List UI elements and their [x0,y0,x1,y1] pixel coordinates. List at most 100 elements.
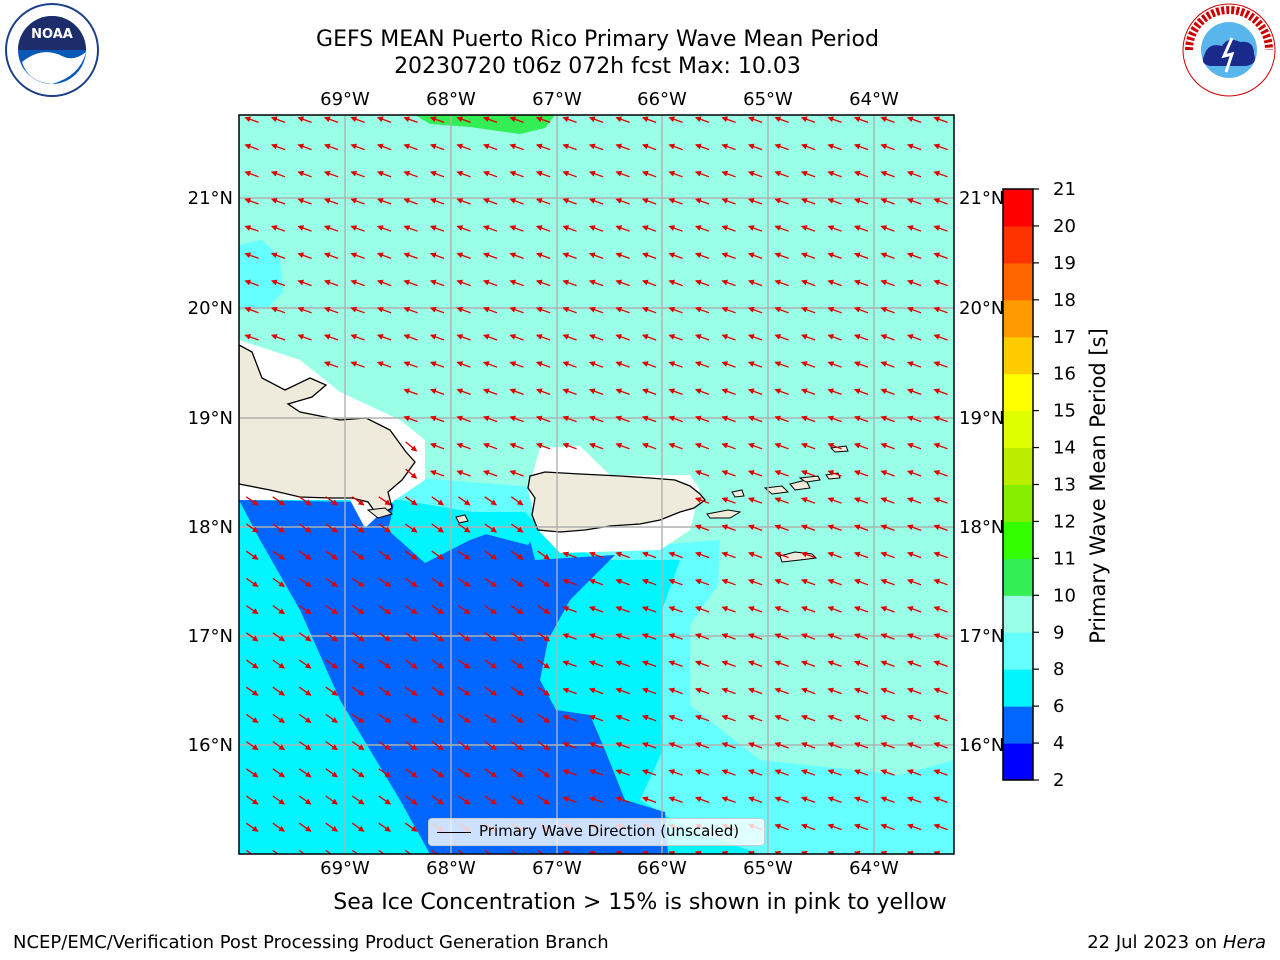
footer-machine: Hera [1222,932,1266,953]
wave-arrow [350,361,365,368]
wave-arrow [853,660,869,668]
wave-arrow [800,551,816,559]
wave-arrow [853,334,869,341]
wave-arrow [323,198,339,205]
wave-arrow [933,497,948,504]
wave-arrow [641,225,657,232]
wave-arrow [880,334,895,341]
wave-arrow [270,198,286,205]
wave-arrow [376,279,392,287]
wave-arrow [694,742,710,749]
wave-arrow [906,524,922,532]
wave-arrow [245,741,259,751]
colorbar-tick-label: 20 [1053,216,1076,237]
wave-arrow [482,170,498,178]
wave-arrow [694,442,710,450]
wave-arrow [403,279,418,287]
wave-arrow [245,550,259,560]
wave-arrow [694,633,710,640]
wave-arrow [484,768,498,778]
wave-arrow [853,551,869,559]
wave-arrow [325,550,339,560]
wave-arrow [429,306,445,314]
wave-arrow [747,334,763,341]
wave-arrow [721,252,736,260]
wave-arrow [721,470,736,477]
wave-arrow [747,442,763,450]
wave-arrow [270,116,286,124]
lat-labels-left: 21°N 20°N 19°N 18°N 17°N 16°N [188,188,233,756]
wave-arrow [906,361,922,368]
wave-arrow [537,768,551,778]
wave-arrow [880,769,895,776]
wave-arrow [933,170,948,178]
wave-arrow [245,577,259,587]
wave-arrow [298,496,312,506]
wave-arrow [853,742,869,749]
wave-arrow [404,605,418,615]
wave-arrow [933,388,948,396]
wave-arrow [351,795,365,805]
wave-arrow [615,361,630,368]
wave-arrow [325,822,339,832]
wave-arrow [694,279,710,287]
map-frame [238,114,955,855]
wave-arrow [906,742,922,749]
wave-arrow [351,659,365,669]
wave-arrow [376,143,392,151]
wave-arrow [325,496,339,506]
wave-arrow [906,470,922,477]
wave-arrow [668,633,683,640]
wave-arrow [510,550,524,560]
wave-arrow [880,143,895,151]
wave-arrow [404,686,418,696]
wave-arrow [429,334,445,341]
wave-arrow [880,578,895,586]
wave-arrow [615,198,630,205]
wave-arrow [933,252,948,260]
wave-arrow [298,632,312,642]
wave-arrow [297,252,312,260]
wave-arrow [431,686,445,696]
wave-arrow [800,633,816,640]
wave-arrow [906,633,922,640]
wave-arrow [880,660,895,668]
wave-arrow [298,795,312,805]
wave-arrow [721,551,736,559]
wave-arrow [933,470,948,477]
lat-label: 16°N [959,735,1004,756]
wave-arrow [721,796,736,804]
lon-label: 64°W [849,89,899,110]
wave-arrow [510,577,524,587]
wave-arrow [298,741,312,751]
wave-arrow [853,470,869,477]
wave-arrow [588,442,604,450]
wave-arrow [378,741,392,751]
legend-line-swatch [437,832,471,833]
wave-arrow [323,143,339,151]
wave-arrow [747,225,763,232]
wave-arrow [244,116,259,124]
footer-date: 22 Jul 2023 on Hera [1087,932,1266,953]
wave-arrow [906,796,922,804]
wave-arrow [270,252,286,260]
colorbar-segment [1003,189,1033,227]
wave-arrow [641,170,657,178]
wave-arrow [272,577,286,587]
wave-arrow [933,143,948,151]
wave-arrow [641,279,657,287]
wave-arrow [641,361,657,368]
wave-arrow [562,334,577,341]
wave-arrow [272,822,286,832]
lat-label: 21°N [188,188,233,209]
wave-arrow [403,415,418,423]
wave-arrow [721,578,736,586]
wave-arrow [351,577,365,587]
wave-arrow [800,823,816,831]
wave-arrow [457,686,471,696]
lon-label: 65°W [743,89,793,110]
wave-arrow [272,713,286,723]
wave-arrow [641,116,657,124]
wave-arrow [588,198,604,205]
